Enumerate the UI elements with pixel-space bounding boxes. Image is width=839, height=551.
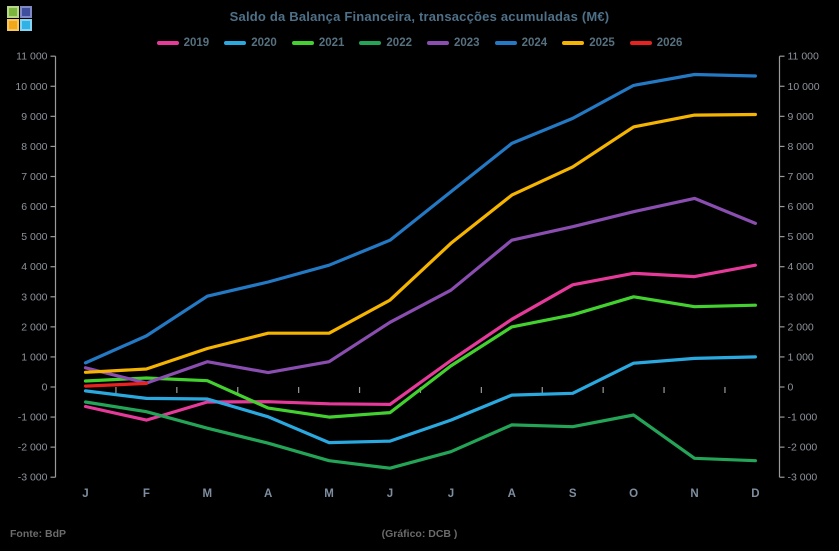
x-month-label: O [629,488,638,500]
legend-swatch [156,41,179,45]
legend-swatch [224,41,247,45]
legend-item-2025: 2025 [562,37,615,49]
legend-item-2021: 2021 [291,37,345,49]
legend-item-2019: 2019 [156,37,210,49]
legend-swatch [359,41,382,45]
x-month-label: A [264,488,272,500]
x-month-label: F [143,488,150,500]
logo-tile-orange [7,19,19,31]
legend-year-label: 2019 [183,37,210,49]
legend-swatch [562,41,585,45]
y-tick-label-right: 11 000 [788,51,819,63]
logo-tile-cyan [20,19,32,31]
y-tick-label-right: 5 000 [788,231,814,243]
x-month-label: D [751,488,759,500]
legend-year-label: 2021 [318,37,345,49]
x-month-label: A [508,488,516,500]
y-tick-label-left: 0 [42,382,48,394]
legend-year-label: 2020 [251,37,277,49]
series-line-2024 [83,72,758,365]
legend: 2019 2020 2021 2022 2023 2024 2025 2026 [0,37,839,49]
logo-tile-indigo [20,6,32,18]
y-tick-label-right: -2 000 [788,442,818,454]
x-month-label: M [324,488,334,500]
x-month-label: J [387,488,393,500]
y-tick-label-right: 7 000 [788,171,814,183]
y-tick-label-left: 9 000 [21,111,47,123]
legend-swatch [291,41,314,45]
x-month-label: J [82,488,88,500]
x-month-label: S [569,488,577,500]
y-tick-label-right: 8 000 [788,141,814,153]
legend-year-label: 2023 [454,37,480,49]
x-month-label: M [203,488,213,500]
series-line-2026 [83,381,148,388]
x-month-label: N [690,488,698,500]
series-line-2021 [83,295,758,419]
y-tick-label-right: -1 000 [788,412,818,424]
legend-swatch [494,41,517,45]
y-tick-label-right: 9 000 [788,111,814,123]
y-tick-label-right: 1 000 [788,351,814,363]
y-tick-label-left: -2 000 [18,442,48,454]
legend-swatch [427,41,449,45]
y-tick-label-left: 2 000 [21,321,47,333]
legend-year-label: 2022 [386,37,412,49]
legend-swatch [629,41,652,45]
series-line-2019 [83,263,758,422]
bpstat-logo [7,6,34,33]
legend-year-label: 2026 [656,37,683,49]
y-tick-label-left: -1 000 [18,412,48,424]
series-line-2023 [83,196,758,385]
y-tick-label-left: 7 000 [21,171,47,183]
y-tick-label-right: 3 000 [788,291,814,303]
chart-title: Saldo da Balança Financeira, transacções… [229,9,610,24]
y-tick-label-right: 4 000 [788,261,814,273]
legend-item-2024: 2024 [494,37,548,49]
y-tick-label-left: 4 000 [21,261,47,273]
y-tick-label-left: 11 000 [16,51,47,63]
legend-item-2023: 2023 [427,37,480,49]
y-tick-label-left: 8 000 [21,141,47,153]
y-tick-label-left: -3 000 [18,472,48,484]
series-line-2025 [83,112,758,374]
y-tick-label-left: 5 000 [21,231,47,243]
logo-tile-green [7,6,19,18]
legend-year-label: 2025 [589,37,615,49]
x-month-label: J [448,488,454,500]
y-tick-label-right: 10 000 [788,81,820,93]
y-tick-label-left: 10 000 [15,81,47,93]
y-tick-label-left: 1 000 [21,351,47,363]
y-tick-label-right: 0 [788,382,794,394]
y-tick-label-right: -3 000 [788,472,818,484]
y-tick-label-right: 2 000 [788,321,814,333]
y-tick-label-right: 6 000 [788,201,814,213]
source-note: Fonte: BdP [10,528,66,540]
y-tick-label-left: 6 000 [21,201,47,213]
legend-year-label: 2024 [521,37,548,49]
series-line-2020 [83,355,758,445]
legend-item-2022: 2022 [359,37,412,49]
legend-item-2026: 2026 [629,37,683,49]
credit-note: (Gráfico: DCB ) [381,528,458,540]
legend-item-2020: 2020 [224,37,277,49]
y-tick-label-left: 3 000 [21,291,47,303]
series-line-2022 [83,400,758,470]
